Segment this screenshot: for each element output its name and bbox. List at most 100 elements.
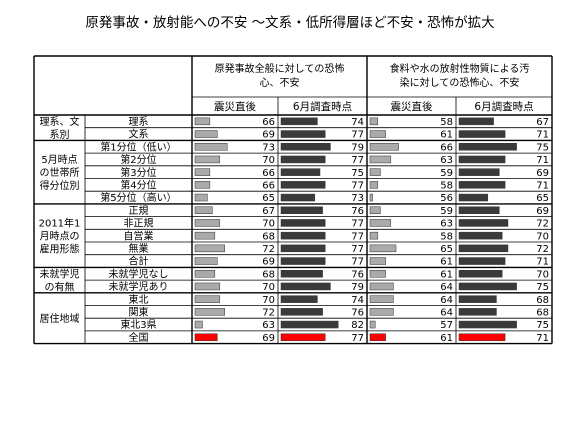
bar-value-label: 77 xyxy=(351,155,364,166)
bar-june xyxy=(458,168,500,176)
bar-value-label: 71 xyxy=(536,130,549,141)
bar-june xyxy=(458,282,517,291)
bar-june xyxy=(458,143,517,151)
group-label: の有無 xyxy=(45,281,75,294)
bar-value-label: 64 xyxy=(440,307,453,318)
column-header: 震災直後 xyxy=(391,100,433,113)
bar-value-label: 77 xyxy=(351,257,364,268)
row-label: 非正規 xyxy=(124,218,154,230)
bar-value-label: 71 xyxy=(536,257,549,268)
bar-direct xyxy=(369,219,392,227)
bar-value-label: 72 xyxy=(536,244,549,255)
bar-direct xyxy=(194,117,211,126)
group-label: 居住地域 xyxy=(40,312,80,325)
row-label: 第2分位 xyxy=(120,153,156,166)
bar-june xyxy=(458,244,509,253)
bar-value-label: 61 xyxy=(440,257,453,268)
row-label: 未就学児あり xyxy=(109,280,169,293)
bar-value-label: 77 xyxy=(351,219,364,230)
bar-june xyxy=(280,206,323,214)
page-title: 原発事故・放射能への不安 〜文系・低所得層ほど不安・恐怖が拡大 xyxy=(85,15,495,31)
bar-direct xyxy=(369,117,379,126)
bar-value-label: 64 xyxy=(440,282,453,293)
bar-value-label: 77 xyxy=(351,231,364,242)
bar-june xyxy=(280,181,326,189)
bar-value-label: 76 xyxy=(351,269,364,280)
bar-value-label: 65 xyxy=(440,244,453,255)
bar-value-label: 67 xyxy=(536,117,549,128)
bar-june xyxy=(458,320,517,329)
bar-direct xyxy=(369,155,392,164)
bar-value-label: 59 xyxy=(440,168,453,179)
column-header: 6月調査時点 xyxy=(293,100,352,113)
bar-value-label: 63 xyxy=(262,320,275,331)
bar-direct xyxy=(194,143,228,151)
bar-direct xyxy=(369,143,399,151)
bar-value-label: 65 xyxy=(262,193,275,204)
bar-value-label: 75 xyxy=(536,320,549,331)
bar-june xyxy=(458,257,506,265)
bar-june xyxy=(458,270,503,278)
bar-direct xyxy=(194,219,221,227)
bar-value-label: 70 xyxy=(536,231,549,242)
bar-value-label: 72 xyxy=(262,244,275,255)
panel-title-line: 食料や水の放射性物質による汚 xyxy=(390,62,530,75)
row-label: 文系 xyxy=(129,128,149,141)
bar-june xyxy=(280,308,323,316)
bar-direct xyxy=(369,257,386,265)
bar-june xyxy=(458,295,497,303)
row-label: 正規 xyxy=(129,205,149,217)
group-label: 未就学児 xyxy=(40,268,80,281)
panel-title-line: 染に対しての恐怖心、不安 xyxy=(400,76,520,89)
bar-value-label: 66 xyxy=(262,117,275,128)
bar-value-label: 71 xyxy=(536,155,549,166)
bar-value-label: 61 xyxy=(440,130,453,141)
bar-value-label: 77 xyxy=(351,244,364,255)
bar-june xyxy=(458,193,489,202)
bar-value-label: 68 xyxy=(262,231,275,242)
bar-direct xyxy=(369,333,386,341)
bar-june xyxy=(458,117,494,126)
row-label: 第1分位（低い） xyxy=(100,140,176,153)
bar-value-label: 56 xyxy=(440,193,453,204)
bar-direct xyxy=(194,231,216,240)
row-label: 理系 xyxy=(129,116,149,128)
panel-title-line: 原発事故全般に対しての恐怖 xyxy=(215,62,345,75)
group-label: 5月時点 xyxy=(41,154,77,166)
group-label: 雇用形態 xyxy=(40,243,80,256)
bar-value-label: 70 xyxy=(262,282,275,293)
bar-direct xyxy=(194,155,221,164)
bar-value-label: 68 xyxy=(536,307,549,318)
bar-direct xyxy=(369,130,386,138)
bar-value-label: 75 xyxy=(536,282,549,293)
bar-june xyxy=(280,143,331,151)
row-label: 第4分位 xyxy=(120,178,156,191)
row-label: 第3分位 xyxy=(120,166,156,179)
bar-direct xyxy=(194,130,218,138)
bar-value-label: 71 xyxy=(536,180,549,191)
bar-direct xyxy=(369,320,376,329)
group-label: 得分位別 xyxy=(40,179,80,192)
bar-direct xyxy=(369,206,381,214)
bar-value-label: 66 xyxy=(262,168,275,179)
bar-june xyxy=(280,231,326,240)
bar-direct xyxy=(194,181,211,189)
bar-value-label: 72 xyxy=(536,219,549,230)
bar-value-label: 66 xyxy=(440,142,453,153)
bar-value-label: 69 xyxy=(536,206,549,217)
bar-direct xyxy=(369,295,394,303)
bar-june xyxy=(280,193,316,202)
bar-value-label: 68 xyxy=(262,269,275,280)
bar-direct xyxy=(369,282,394,291)
bar-value-label: 63 xyxy=(440,155,453,166)
bar-value-label: 74 xyxy=(351,295,364,306)
bar-direct xyxy=(369,193,373,202)
bar-value-label: 57 xyxy=(440,320,453,331)
bar-june xyxy=(280,333,326,341)
bar-value-label: 73 xyxy=(351,193,364,204)
bar-june xyxy=(280,155,326,164)
bar-june xyxy=(280,219,326,227)
bar-value-label: 70 xyxy=(262,155,275,166)
bar-direct xyxy=(194,308,226,316)
bar-value-label: 69 xyxy=(536,168,549,179)
